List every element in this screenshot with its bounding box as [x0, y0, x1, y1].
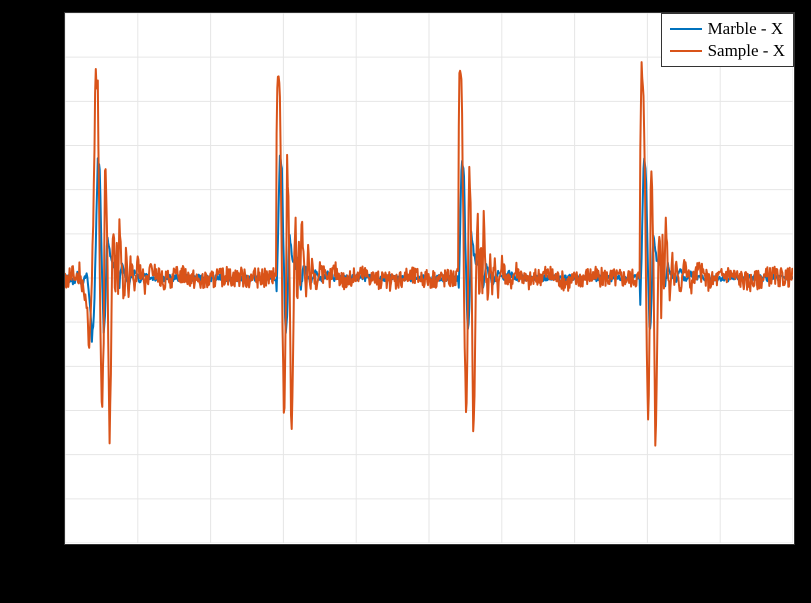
- legend-label-marble: Marble - X: [708, 19, 784, 39]
- chart-container: Marble - X Sample - X: [0, 0, 811, 603]
- legend-item-sample: Sample - X: [670, 40, 785, 62]
- legend: Marble - X Sample - X: [661, 13, 794, 67]
- legend-swatch-marble: [670, 28, 702, 30]
- legend-label-sample: Sample - X: [708, 41, 785, 61]
- plot-svg: [65, 13, 793, 543]
- legend-swatch-sample: [670, 50, 702, 52]
- plot-area: Marble - X Sample - X: [64, 12, 795, 545]
- legend-item-marble: Marble - X: [670, 18, 785, 40]
